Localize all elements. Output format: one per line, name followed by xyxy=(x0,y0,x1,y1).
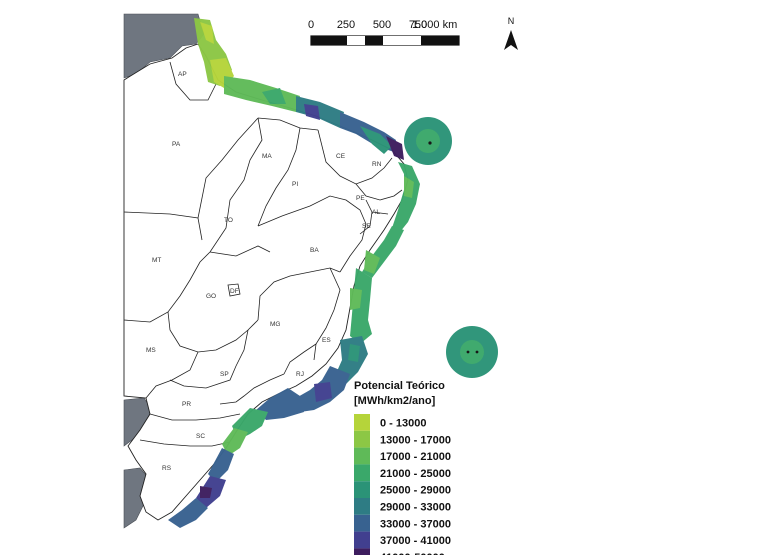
state-label-al: AL xyxy=(372,209,380,216)
legend-swatch xyxy=(354,464,370,482)
legend-swatch xyxy=(354,498,370,515)
legend-swatch xyxy=(354,447,370,465)
legend-swatches: 0 - 13000 13000 - 17000 17000 - 21000 21000… xyxy=(354,414,451,555)
state-label-mt: MT xyxy=(152,257,161,264)
legend-label: 41000-50000 xyxy=(380,552,445,555)
state-label-df: DF xyxy=(230,288,239,295)
scale-label-1000: 1.000 km xyxy=(412,19,457,31)
legend-label: 29000 - 33000 xyxy=(380,502,451,514)
scale-bar: 0 250 500 750 1.000 km xyxy=(308,19,460,46)
state-borders xyxy=(123,61,403,447)
state-label-ma: MA xyxy=(262,153,272,160)
state-label-es: ES xyxy=(322,337,331,344)
state-label-mg: MG xyxy=(270,321,280,328)
legend-label: 33000 - 37000 xyxy=(380,518,451,530)
north-label: N xyxy=(508,16,515,26)
scale-label-750: 750 xyxy=(409,19,427,31)
state-label-sc: SC xyxy=(196,433,205,440)
state-label-pi: PI xyxy=(292,181,298,188)
scale-label-500: 500 xyxy=(373,19,391,31)
legend-label: 0 - 13000 xyxy=(380,418,426,430)
scale-label-0: 0 xyxy=(308,19,314,31)
legend-swatch xyxy=(354,514,370,532)
state-label-ba: BA xyxy=(310,247,319,254)
legend-swatch xyxy=(354,430,370,448)
legend-label: 21000 - 25000 xyxy=(380,468,451,480)
state-label-rn: RN xyxy=(372,161,382,168)
state-label-rs: RS xyxy=(162,465,172,472)
state-label-ms: MS xyxy=(146,347,156,354)
state-label-pr: PR xyxy=(182,401,191,408)
state-label-ap: AP xyxy=(178,71,187,78)
legend-label: 17000 - 21000 xyxy=(380,451,451,463)
legend-swatch xyxy=(354,548,370,555)
state-label-rj: RJ xyxy=(296,371,304,378)
state-label-sp: SP xyxy=(220,371,229,378)
legend-swatch xyxy=(354,481,370,498)
state-label-to: TO xyxy=(224,217,233,224)
scale-label-250: 250 xyxy=(337,19,355,31)
legend-title-line1: Potencial Teórico xyxy=(354,380,445,392)
legend-label: 37000 - 41000 xyxy=(380,535,451,547)
state-label-se: SE xyxy=(362,223,371,230)
legend-title-line2: [MWh/km2/ano] xyxy=(354,395,436,407)
state-label-ce: CE xyxy=(336,153,346,160)
legend-label: 25000 - 29000 xyxy=(380,485,451,497)
state-label-pa: PA xyxy=(172,141,181,148)
state-label-go: GO xyxy=(206,293,216,300)
state-labels: AP PA MA CE RN PI PE AL SE TO BA MT GO D… xyxy=(146,71,382,472)
legend: Potencial Teórico [MWh/km2/ano] 0 - 1300… xyxy=(354,380,451,555)
legend-label: 13000 - 17000 xyxy=(380,434,451,446)
legend-swatch xyxy=(354,531,370,549)
north-arrow-icon: N xyxy=(504,16,518,50)
legend-swatch xyxy=(354,414,370,431)
state-label-pe: PE xyxy=(356,195,365,202)
potential-band xyxy=(168,18,498,528)
